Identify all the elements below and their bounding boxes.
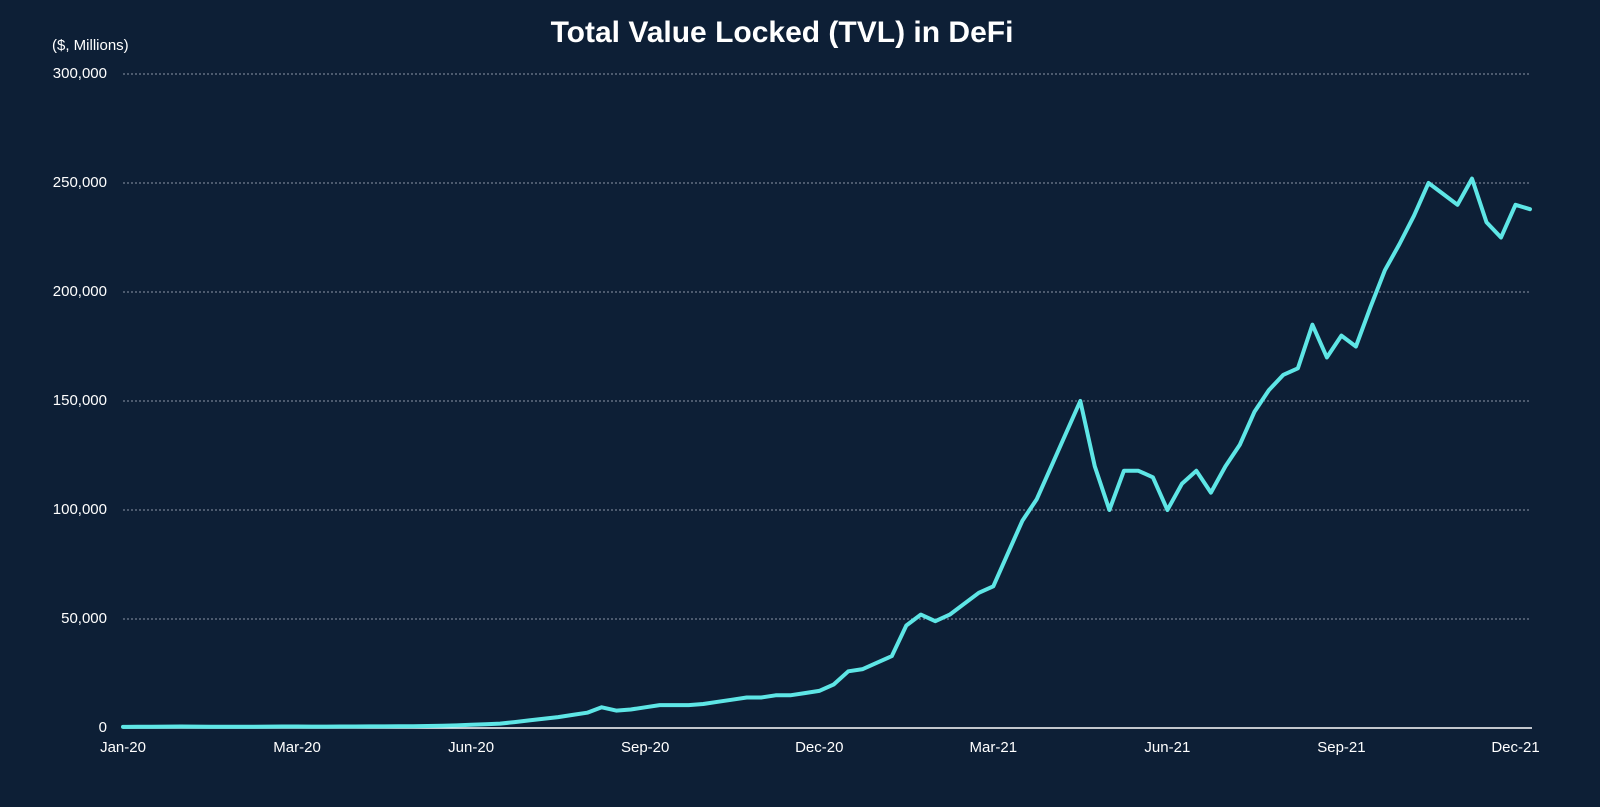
x-tick-label: Sep-20 [621,739,669,756]
y-tick-label: 200,000 [53,283,107,300]
x-tick-label: Jun-21 [1144,739,1190,756]
x-tick-label: Mar-20 [273,739,321,756]
x-tick-label: Dec-20 [795,739,843,756]
y-tick-label: 150,000 [53,392,107,409]
y-tick-label: 50,000 [61,610,107,627]
y-axis-label: ($, Millions) [52,37,129,54]
x-tick-label: Mar-21 [970,739,1018,756]
y-tick-label: 100,000 [53,501,107,518]
tvl-line [121,176,1532,729]
x-tick-label: Sep-21 [1317,739,1365,756]
x-tick-label: Jun-20 [448,739,494,756]
y-tick-label: 300,000 [53,65,107,82]
x-tick-label: Dec-21 [1491,739,1539,756]
y-tick-label: 0 [99,719,107,736]
x-tick-label: Jan-20 [100,739,146,756]
y-tick-label: 250,000 [53,174,107,191]
chart-title: Total Value Locked (TVL) in DeFi [551,16,1014,49]
